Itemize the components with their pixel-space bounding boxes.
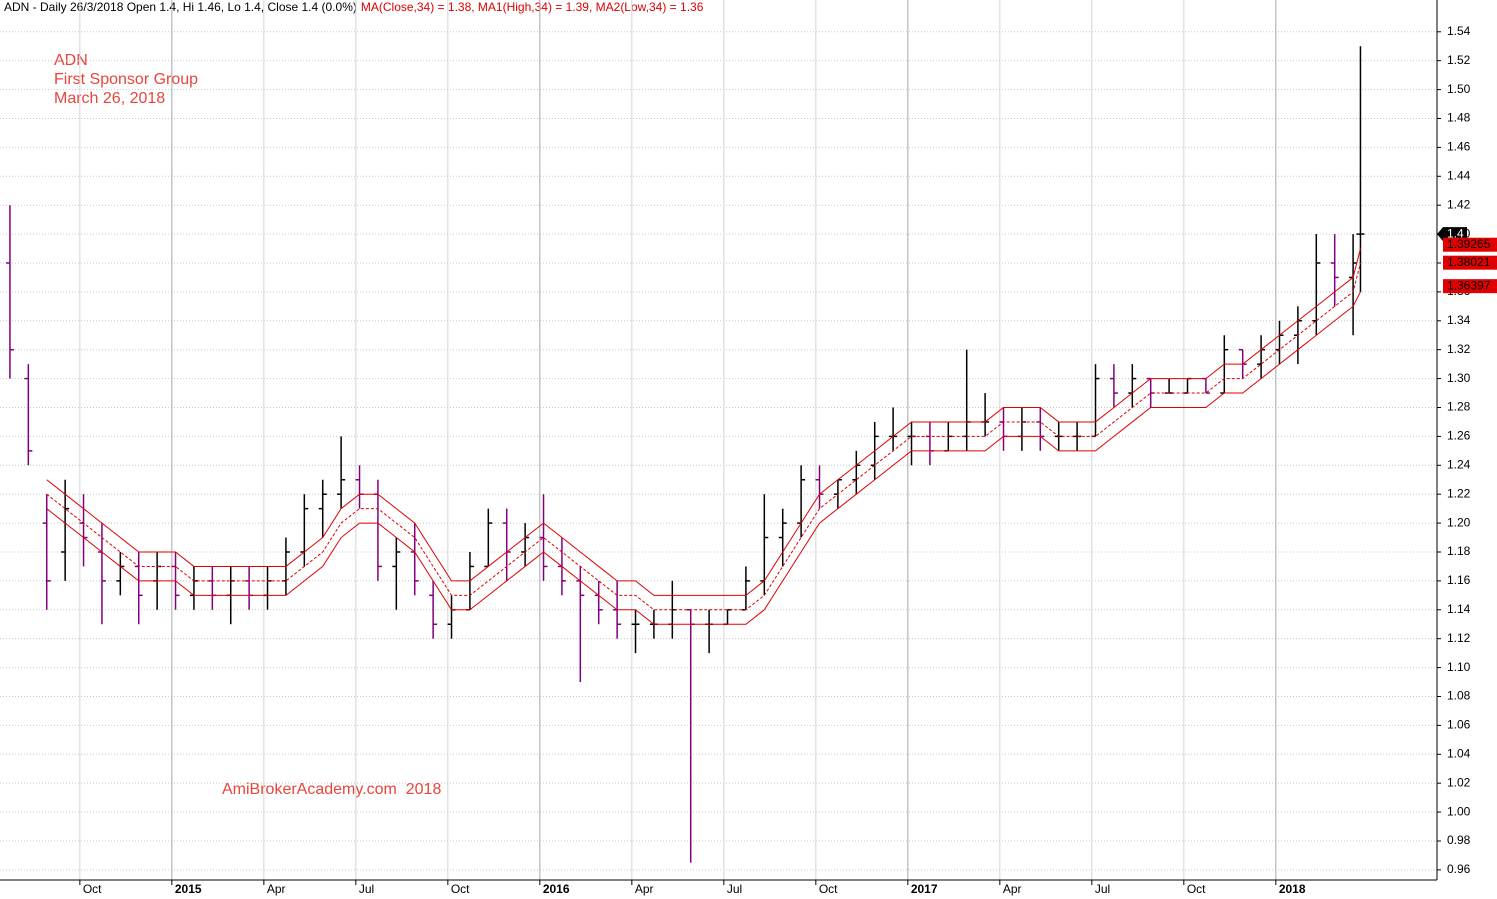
price-marker-box [1443, 237, 1497, 252]
header-indicators: MA(Close,34) = 1.38, MA1(High,34) = 1.39… [361, 0, 704, 14]
moving-average-line [46, 248, 1361, 596]
x-tick-label: Oct [1187, 882, 1206, 896]
watermark: AmiBrokerAcademy.com 2018 [222, 781, 441, 798]
y-tick-label: 1.12 [1447, 631, 1471, 645]
y-tick-label: 0.98 [1447, 833, 1471, 847]
x-tick-label: Jul [1095, 882, 1110, 896]
header-quote: ADN - Daily 26/3/2018 Open 1.4, Hi 1.46,… [4, 0, 357, 14]
chart-header: ADN - Daily 26/3/2018 Open 1.4, Hi 1.46,… [4, 0, 704, 14]
y-tick-label: 1.08 [1447, 689, 1471, 703]
y-tick-label: 1.30 [1447, 371, 1471, 385]
y-tick-label: 1.14 [1447, 602, 1471, 616]
moving-average-line [46, 262, 1361, 611]
y-tick-label: 1.02 [1447, 775, 1471, 789]
y-tick-label: 1.50 [1447, 82, 1471, 96]
y-tick-label: 1.22 [1447, 486, 1471, 500]
x-tick-label: 2015 [175, 882, 202, 896]
price-marker: 1.38021 [1443, 255, 1497, 270]
y-tick-label: 0.96 [1447, 862, 1471, 876]
y-tick-label: 1.34 [1447, 313, 1471, 327]
price-marker: 1.4 [1437, 226, 1467, 242]
x-tick-label: 2016 [543, 882, 570, 896]
price-marker-label: 1.38021 [1447, 255, 1491, 269]
y-tick-label: 1.20 [1447, 515, 1471, 529]
y-tick-label: 1.26 [1447, 429, 1471, 443]
y-tick-label: 1.44 [1447, 168, 1471, 182]
price-marker-box [1443, 255, 1497, 270]
x-tick-label: Jul [727, 882, 742, 896]
annotation: March 26, 2018 [54, 90, 165, 107]
price-marker: 1.39265 [1443, 237, 1497, 252]
x-tick-label: 2018 [1279, 882, 1306, 896]
price-marker-label: 1.36397 [1447, 278, 1491, 292]
x-tick-label: Oct [819, 882, 838, 896]
x-tick-label: Jul [359, 882, 374, 896]
y-tick-label: 1.46 [1447, 140, 1471, 154]
x-tick-label: 2017 [911, 882, 938, 896]
x-tick-label: Apr [1003, 882, 1022, 896]
y-tick-label: 1.04 [1447, 746, 1471, 760]
price-marker-label: 1.4 [1447, 226, 1464, 240]
y-tick-label: 1.00 [1447, 804, 1471, 818]
y-tick-label: 1.52 [1447, 53, 1471, 67]
y-tick-label: 1.10 [1447, 660, 1471, 674]
y-tick-label: 1.54 [1447, 24, 1471, 38]
y-tick-label: 1.32 [1447, 342, 1471, 356]
annotation: First Sponsor Group [54, 71, 198, 88]
price-marker: 1.36397 [1443, 278, 1497, 294]
price-marker-box [1443, 279, 1497, 294]
y-tick-label: 1.28 [1447, 400, 1471, 414]
x-tick-label: Oct [83, 882, 102, 896]
annotation: ADN [54, 52, 88, 69]
x-tick-label: Apr [635, 882, 654, 896]
price-marker-box [1437, 227, 1467, 242]
y-tick-label: 1.16 [1447, 573, 1471, 587]
y-tick-label: 1.48 [1447, 111, 1471, 125]
y-tick-label: 1.06 [1447, 718, 1471, 732]
y-tick-label: 1.24 [1447, 457, 1471, 471]
moving-average-line [46, 291, 1361, 625]
y-tick-label: 1.42 [1447, 197, 1471, 211]
y-tick-label: 1.18 [1447, 544, 1471, 558]
x-tick-label: Apr [267, 882, 286, 896]
x-tick-label: Oct [451, 882, 470, 896]
price-marker-label: 1.39265 [1447, 237, 1491, 251]
